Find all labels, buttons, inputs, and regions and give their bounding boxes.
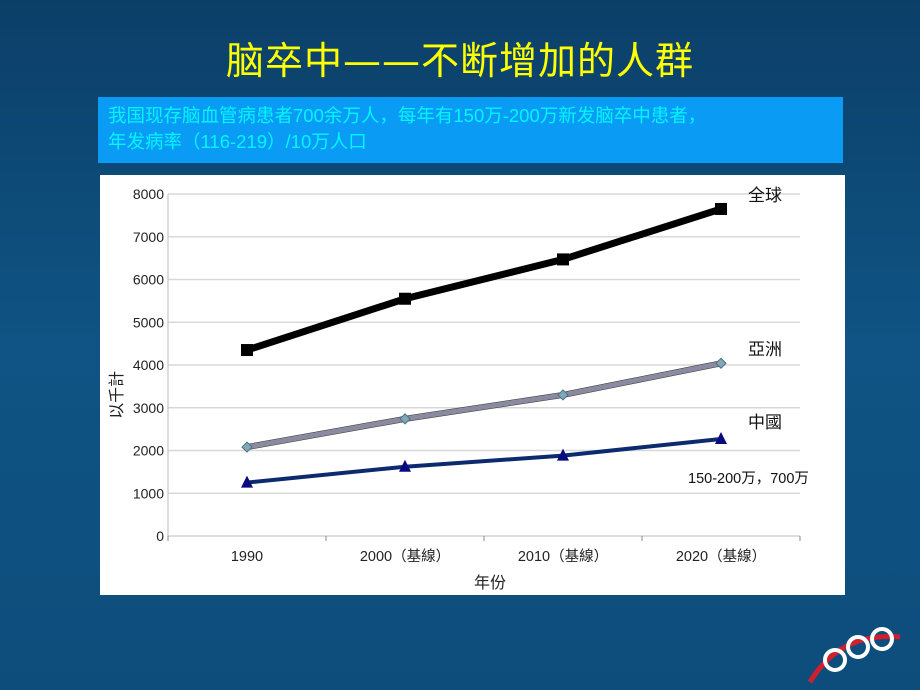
slide-title: 脑卒中——不断增加的人群 [225, 39, 694, 83]
chart-svg: 0 1000 2000 3000 4000 5000 6000 7000 8000 1990 200… [108, 186, 809, 592]
y-tick-label: 8000 [133, 186, 164, 202]
y-tick-label: 5000 [133, 314, 164, 330]
series-label: 中國 [748, 413, 782, 432]
data-point [241, 475, 253, 488]
data-point [399, 292, 411, 305]
y-tick-label: 2000 [133, 443, 164, 459]
logo-icon [807, 627, 901, 684]
y-tick-label: 0 [156, 528, 164, 544]
y-tick-label: 6000 [133, 272, 164, 288]
x-tick-label: 2010（基線） [518, 548, 608, 565]
line-chart: 0 1000 2000 3000 4000 5000 6000 7000 8000 1990 200… [100, 175, 845, 595]
data-point [557, 389, 569, 401]
data-point [399, 459, 411, 472]
info-line-2: 年发病率（116-219）/10万人口 [108, 131, 367, 152]
data-point [399, 413, 411, 425]
series-line [246, 436, 722, 485]
info-box: 我国现存脑血管病患者700余万人，每年有150万-200万新发脑卒中患者， 年发… [98, 97, 843, 163]
x-tick-label: 2020（基線） [676, 548, 766, 565]
info-line-1: 我国现存脑血管病患者700余万人，每年有150万-200万新发脑卒中患者， [108, 105, 707, 126]
series-line [245, 205, 723, 354]
y-tick-label: 3000 [133, 400, 164, 416]
y-tick-label: 4000 [133, 357, 164, 373]
y-tick-label: 1000 [133, 485, 164, 501]
data-point [557, 448, 569, 461]
data-point [715, 202, 727, 215]
data-point [557, 253, 569, 266]
data-point [241, 344, 253, 357]
series-label: 全球 [748, 186, 782, 205]
series-line [246, 360, 722, 450]
data-point [715, 431, 727, 444]
y-tick-label: 7000 [133, 229, 164, 245]
data-point [241, 441, 253, 453]
y-axis-label: 以千計 [108, 371, 126, 419]
x-tick-label: 1990 [231, 549, 263, 565]
x-tick-label: 2000（基線） [360, 548, 450, 565]
annotation: 150-200万，700万 [688, 471, 809, 487]
data-point [715, 357, 727, 369]
series-label: 亞洲 [748, 340, 782, 359]
x-axis-label: 年份 [474, 574, 506, 592]
